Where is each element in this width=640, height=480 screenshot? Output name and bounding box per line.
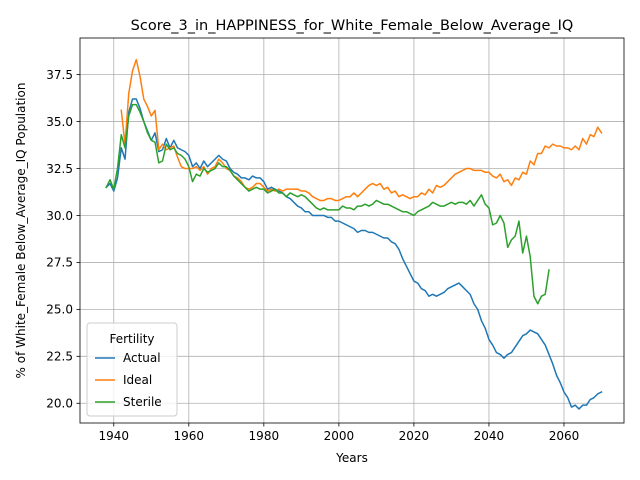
chart-title: Score_3_in_HAPPINESS_for_White_Female_Be… [131, 18, 574, 34]
y-tick-label: 20.0 [46, 397, 73, 411]
legend-entry-sterile: Sterile [123, 395, 162, 409]
y-axis-label: % of White_Female Below_Average_IQ Popul… [14, 83, 28, 379]
x-tick-label: 1960 [174, 429, 205, 443]
x-tick-label: 2060 [549, 429, 580, 443]
legend-entry-ideal: Ideal [123, 373, 152, 387]
series-lines [105, 58, 603, 410]
y-tick-label: 30.0 [46, 209, 73, 223]
legend: Fertility Actual Ideal Sterile [86, 322, 178, 417]
x-tick-label: 1980 [249, 429, 280, 443]
series-line-sterile [105, 103, 550, 305]
plot-frame [79, 37, 625, 424]
x-tick-label: 2040 [474, 429, 505, 443]
legend-title: Fertility [109, 332, 154, 346]
axis-ticks: 1940 1960 1980 2000 2020 2040 2060 20.0 22.5 25.0… [46, 68, 579, 443]
y-tick-label: 32.5 [46, 162, 73, 176]
series-line-ideal [120, 58, 603, 202]
legend-box [86, 322, 178, 417]
x-tick-label: 2020 [399, 429, 430, 443]
y-tick-label: 25.0 [46, 303, 73, 317]
x-axis-label: Years [335, 451, 368, 465]
y-tick-label: 35.0 [46, 115, 73, 129]
x-tick-label: 1940 [98, 429, 129, 443]
legend-entry-actual: Actual [123, 351, 161, 365]
series-line-actual [105, 98, 603, 410]
y-tick-label: 37.5 [46, 68, 73, 82]
x-tick-label: 2000 [324, 429, 355, 443]
y-tick-label: 27.5 [46, 256, 73, 270]
y-tick-label: 22.5 [46, 350, 73, 364]
